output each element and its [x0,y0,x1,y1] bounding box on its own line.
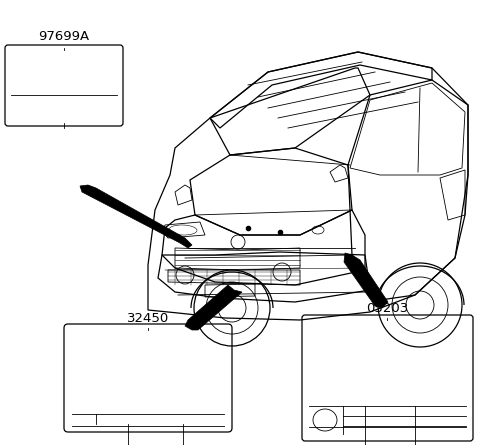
Text: 05203: 05203 [366,302,408,315]
Text: 32450: 32450 [127,312,169,324]
Text: 97699A: 97699A [38,29,90,43]
Polygon shape [80,185,192,248]
Polygon shape [344,253,388,308]
Polygon shape [185,285,242,330]
